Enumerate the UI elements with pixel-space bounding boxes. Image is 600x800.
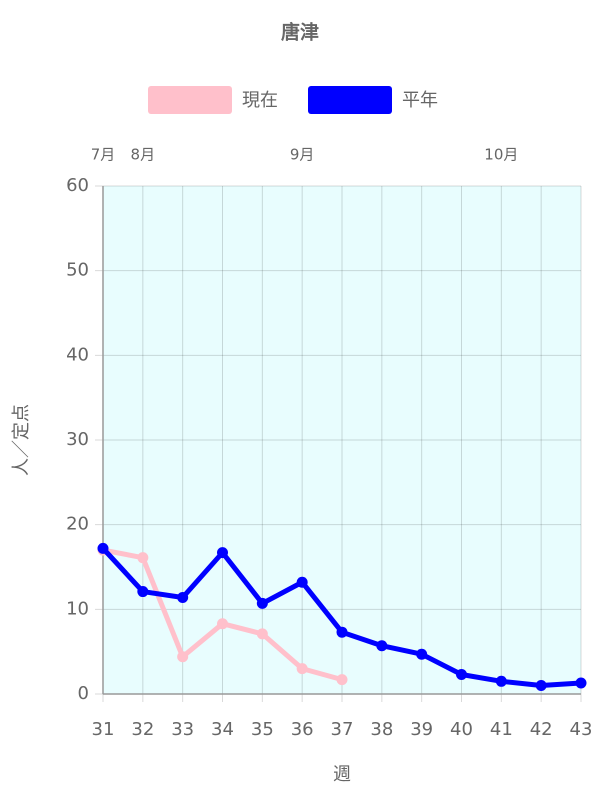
x-tick-label: 36 bbox=[291, 719, 314, 740]
point bbox=[296, 576, 308, 588]
x-tick-label: 43 bbox=[570, 719, 593, 740]
top-label: 9月 bbox=[290, 146, 315, 164]
x-tick-label: 40 bbox=[450, 719, 473, 740]
x-tick-label: 42 bbox=[530, 719, 553, 740]
point bbox=[177, 591, 189, 603]
x-tick-label: 38 bbox=[370, 719, 393, 740]
x-tick-label: 35 bbox=[251, 719, 274, 740]
y-tick-label: 30 bbox=[66, 429, 89, 450]
point bbox=[336, 626, 348, 638]
x-tick-label: 33 bbox=[171, 719, 194, 740]
legend-label: 現在 bbox=[242, 90, 278, 111]
legend-swatch bbox=[308, 86, 392, 114]
x-tick-label: 39 bbox=[410, 719, 433, 740]
y-tick-label: 20 bbox=[66, 514, 89, 535]
plot-background bbox=[103, 186, 581, 694]
point bbox=[575, 677, 587, 689]
top-label: 10月 bbox=[484, 146, 518, 164]
point bbox=[217, 618, 228, 630]
point bbox=[256, 597, 268, 609]
chart-title: 唐津 bbox=[281, 21, 319, 44]
point bbox=[336, 674, 348, 686]
y-tick-label: 50 bbox=[66, 260, 89, 281]
top-label: 7月 bbox=[91, 146, 116, 164]
point bbox=[256, 628, 268, 640]
y-tick-label: 40 bbox=[66, 344, 89, 365]
point bbox=[456, 669, 467, 681]
point bbox=[137, 586, 149, 598]
y-axis-label: 人／定点 bbox=[11, 404, 32, 476]
y-tick-label: 60 bbox=[66, 175, 89, 196]
y-tick-label: 0 bbox=[78, 683, 89, 704]
top-label: 8月 bbox=[131, 146, 156, 164]
point bbox=[495, 675, 507, 687]
point bbox=[296, 663, 308, 675]
legend-swatch bbox=[148, 86, 232, 114]
point bbox=[376, 640, 388, 652]
point bbox=[137, 552, 149, 564]
point bbox=[97, 542, 109, 554]
x-tick-label: 37 bbox=[331, 719, 354, 740]
legend-label: 平年 bbox=[402, 90, 438, 111]
point bbox=[416, 648, 428, 660]
point bbox=[217, 547, 228, 559]
x-tick-label: 31 bbox=[92, 719, 115, 740]
y-tick-label: 10 bbox=[66, 598, 89, 619]
point bbox=[177, 651, 189, 663]
point bbox=[535, 680, 547, 692]
x-tick-label: 34 bbox=[211, 719, 234, 740]
x-axis-label: 週 bbox=[333, 764, 351, 785]
x-tick-label: 41 bbox=[490, 719, 513, 740]
x-tick-label: 32 bbox=[131, 719, 154, 740]
